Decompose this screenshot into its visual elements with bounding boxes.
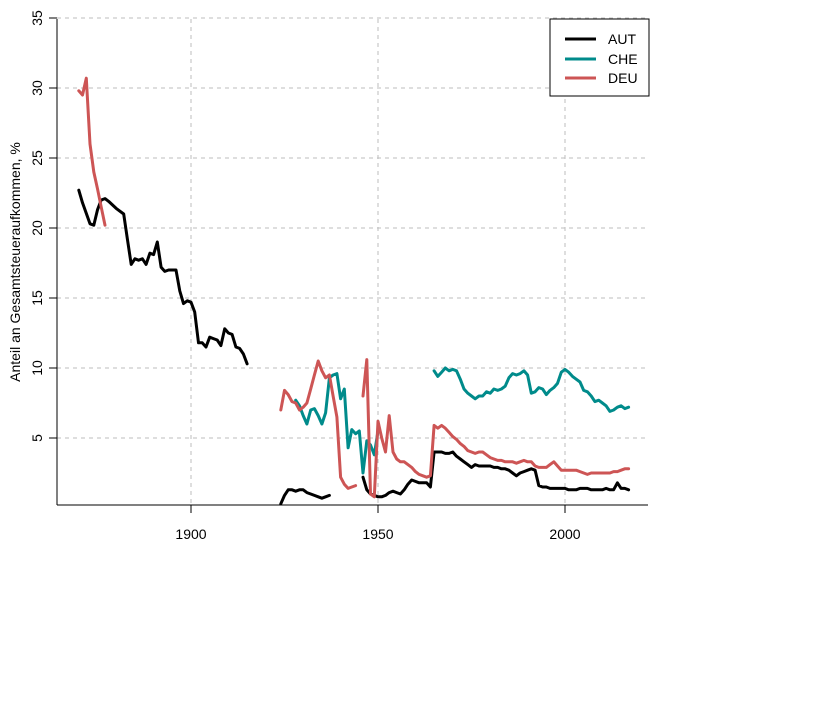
series-line-che-1 [432,366,631,413]
series-lines [77,76,631,506]
y-axis-ticks: 5 10 15 20 25 30 35 [29,10,57,442]
y-tick-label: 20 [29,220,45,236]
series-line-deu-2 [361,358,631,499]
x-axis-ticks: 1900 1950 2000 [175,505,581,542]
legend: AUT CHE DEU [549,18,650,97]
series-line-aut-0 [77,188,249,366]
legend-item-deu: DEU [565,70,638,86]
x-tick-label: 1950 [362,526,393,542]
y-tick-label: 5 [29,434,45,442]
legend-label-che: CHE [608,51,638,67]
y-tick-label: 15 [29,290,45,306]
y-tick-label: 35 [29,10,45,26]
y-tick-label: 25 [29,150,45,166]
y-tick-label: 30 [29,80,45,96]
series-line-aut-2 [361,450,631,499]
axes [56,19,648,506]
grid-lines [57,17,648,505]
legend-item-che: CHE [565,51,638,67]
series-line-aut-1 [279,488,331,506]
series-line-deu-0 [77,76,107,227]
y-tick-label: 10 [29,360,45,376]
y-axis-title: Anteil an Gesamtsteueraufkommen, % [7,142,23,382]
legend-label-deu: DEU [608,70,638,86]
series-line-deu-1 [279,359,358,490]
series-line-che-0 [294,372,380,475]
x-tick-label: 2000 [549,526,580,542]
legend-item-aut: AUT [565,31,636,47]
legend-label-aut: AUT [608,31,636,47]
x-tick-label: 1900 [175,526,206,542]
